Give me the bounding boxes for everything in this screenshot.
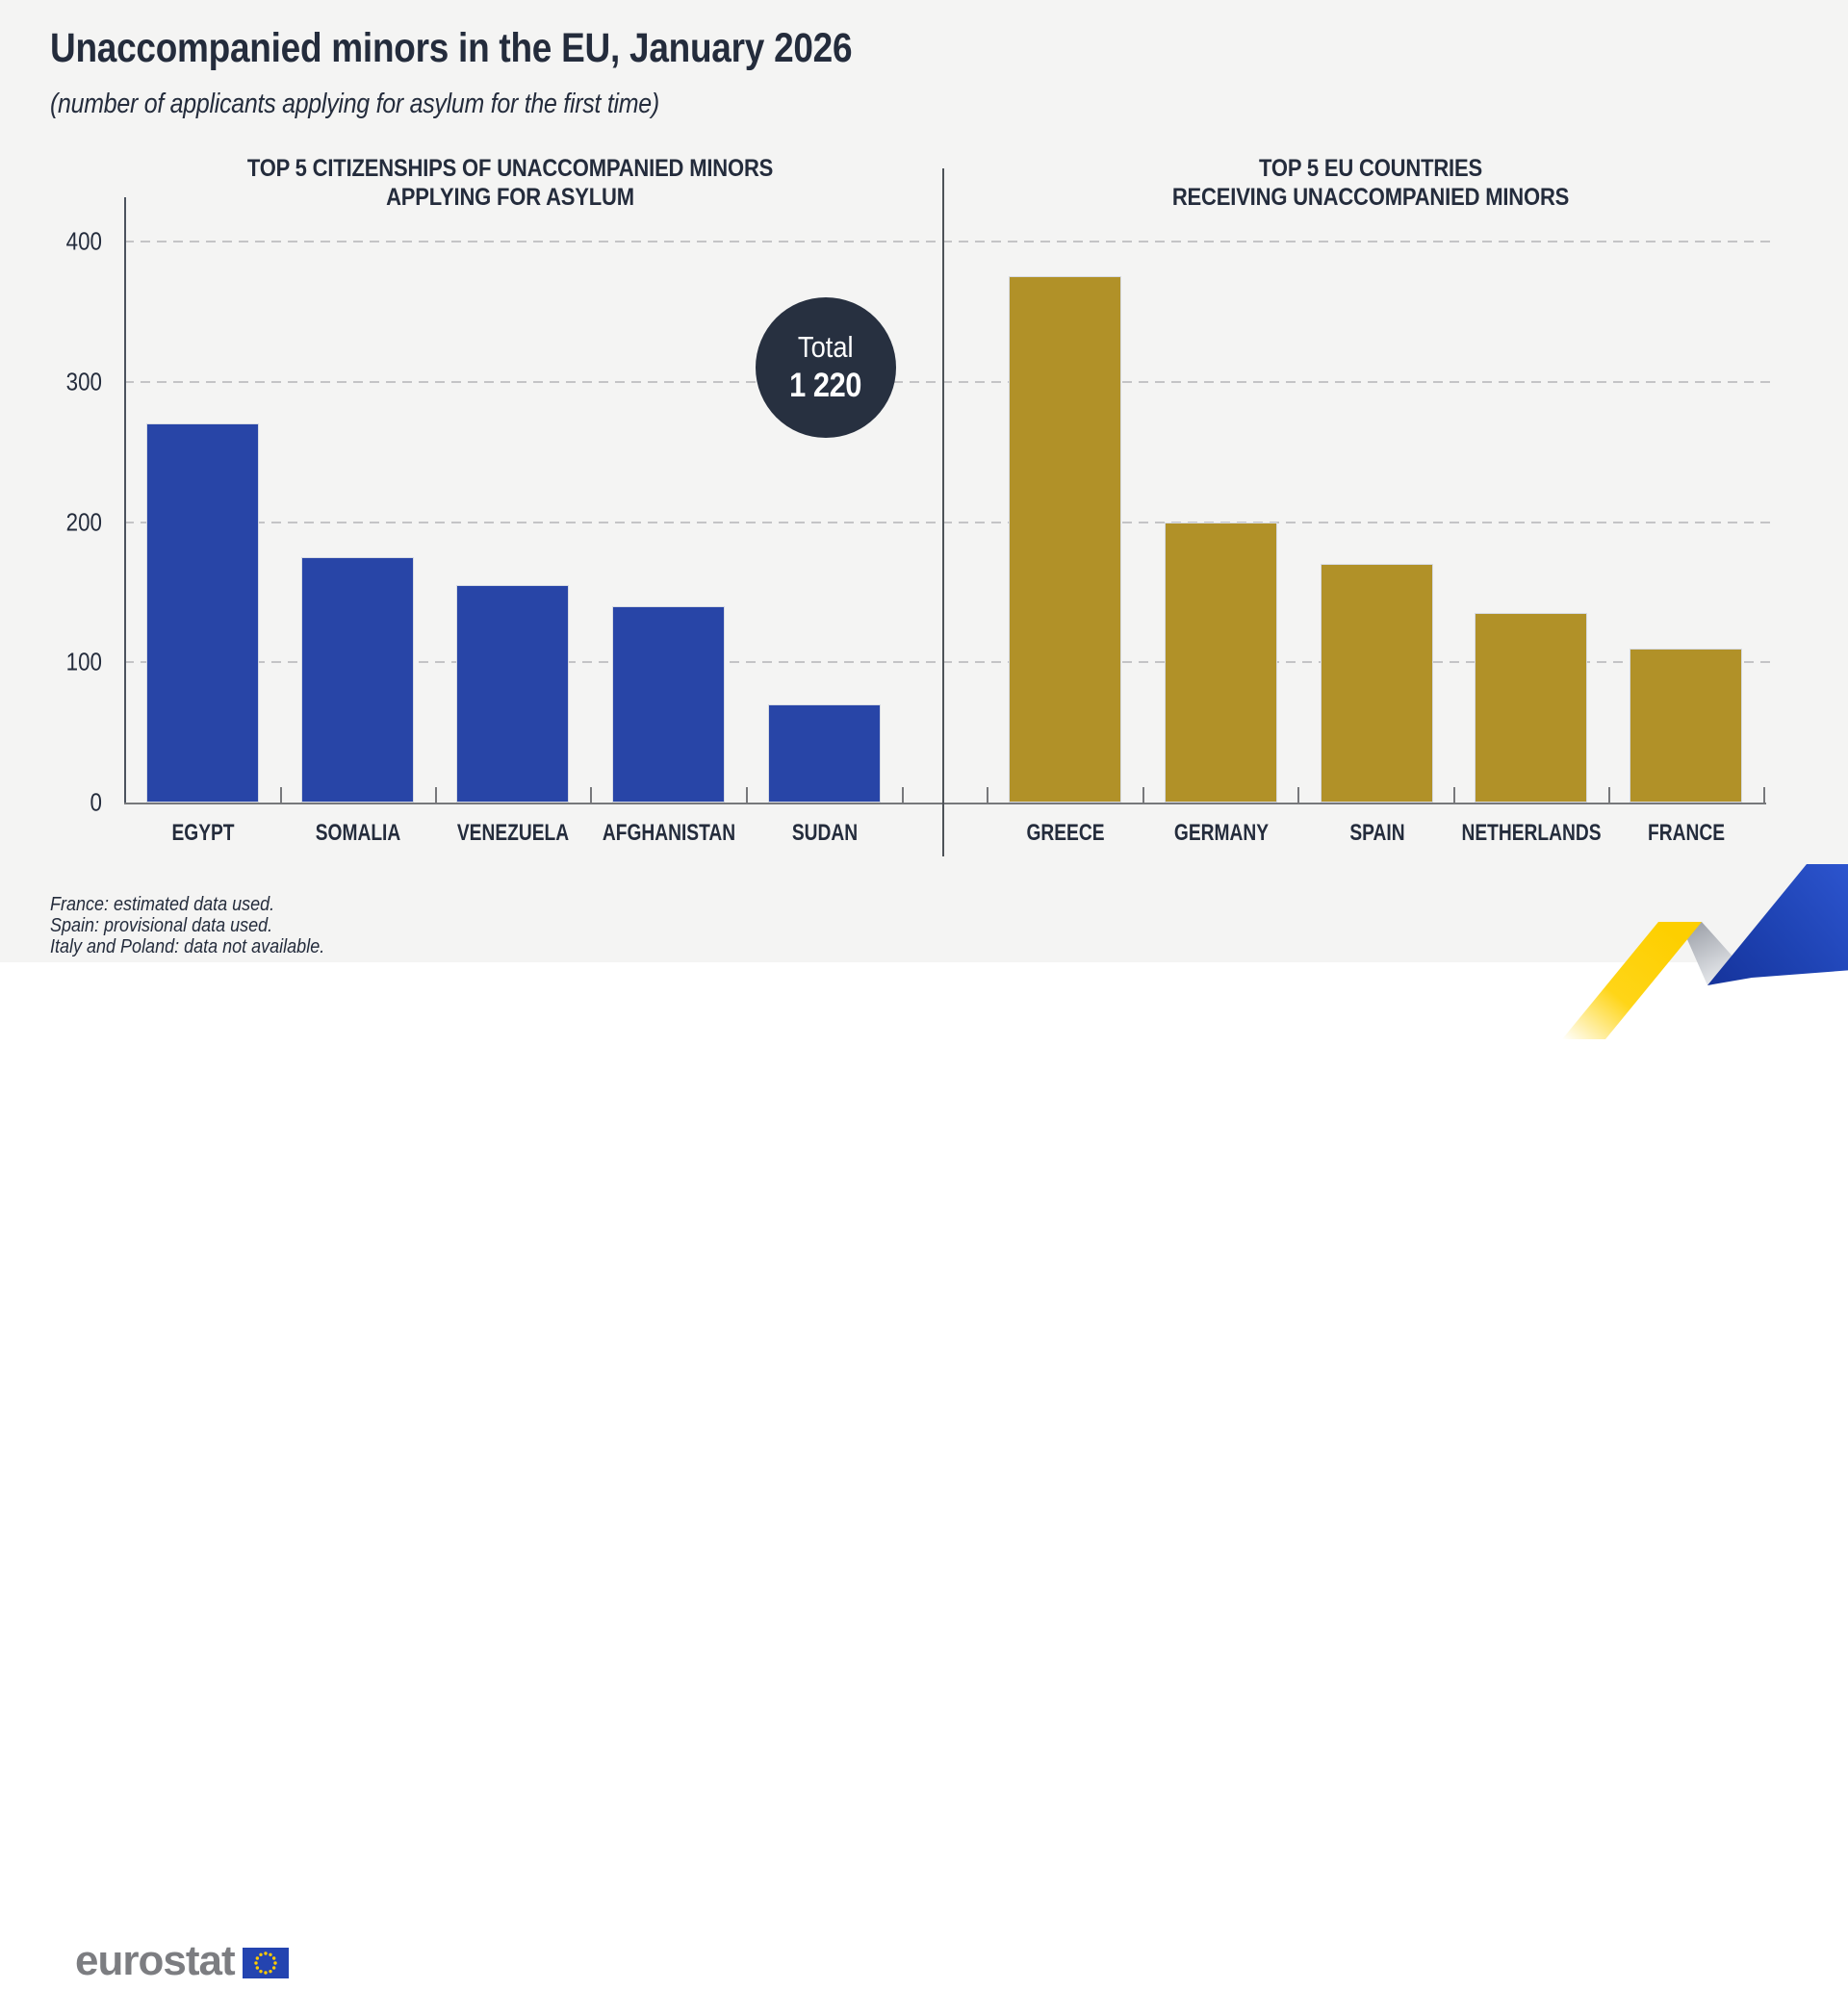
footnote-italy-poland: Italy and Poland: data not available. xyxy=(50,936,325,957)
total-badge-value: 1 220 xyxy=(789,367,862,404)
x-axis-label-venezuela: VENEZUELA xyxy=(456,820,569,846)
bar-netherlands xyxy=(1475,613,1587,803)
gridline-100 xyxy=(124,661,1776,664)
footnote-spain: Spain: provisional data used. xyxy=(50,915,273,936)
x-axis-tick xyxy=(746,787,748,803)
x-axis-label-afghanistan: AFGHANISTAN xyxy=(602,820,735,846)
x-axis-label-egypt: EGYPT xyxy=(170,820,235,846)
zigzag-ribbon-decoration xyxy=(1562,864,1848,1039)
footnote-france: France: estimated data used. xyxy=(50,894,275,915)
gridline-400 xyxy=(124,241,1776,242)
bar-afghanistan xyxy=(612,605,725,803)
eurostat-logo: eurostat xyxy=(75,1932,289,1990)
x-axis-label-netherlands: NETHERLANDS xyxy=(1460,820,1602,846)
page-subtitle: (number of applicants applying for asylu… xyxy=(50,89,659,119)
gridline-200 xyxy=(124,521,1776,523)
page-title: Unaccompanied minors in the EU, January … xyxy=(50,25,853,71)
left-chart-title-line2: APPLYING FOR ASYLUM xyxy=(386,184,634,211)
y-axis-line xyxy=(124,197,126,804)
right-chart-title-line2: RECEIVING UNACCOMPANIED MINORS xyxy=(1171,184,1570,211)
total-badge-label: Total xyxy=(798,330,854,364)
panel-divider-line xyxy=(942,168,944,856)
right-chart-title-line1: TOP 5 EU COUNTRIES xyxy=(1259,155,1482,182)
total-badge: Total 1 220 xyxy=(756,297,896,438)
x-axis-label-sudan: SUDAN xyxy=(791,820,858,846)
x-axis-tick xyxy=(590,787,592,803)
x-axis-tick xyxy=(435,787,437,803)
x-axis-line xyxy=(124,803,1766,804)
bar-france xyxy=(1630,648,1742,803)
bar-somalia xyxy=(301,556,414,803)
x-axis-label-somalia: SOMALIA xyxy=(315,820,400,846)
right-chart-title: TOP 5 EU COUNTRIES RECEIVING UNACCOMPANI… xyxy=(1032,154,1709,212)
bar-spain xyxy=(1321,564,1433,803)
bar-venezuela xyxy=(456,585,569,803)
eurostat-logo-text: eurostat xyxy=(75,1937,236,1984)
left-chart-title: TOP 5 CITIZENSHIPS OF UNACCOMPANIED MINO… xyxy=(171,154,849,212)
y-axis-label-300: 300 xyxy=(65,367,102,396)
x-axis-tick xyxy=(1297,787,1299,803)
x-axis-label-spain: SPAIN xyxy=(1348,820,1405,846)
footer-band: eurostat xyxy=(0,962,1848,1984)
left-chart-title-line1: TOP 5 CITIZENSHIPS OF UNACCOMPANIED MINO… xyxy=(246,155,774,182)
x-axis-tick xyxy=(902,787,904,803)
y-axis-label-400: 400 xyxy=(65,226,102,256)
x-axis-tick xyxy=(1763,787,1765,803)
x-axis-tick xyxy=(1142,787,1144,803)
bar-sudan xyxy=(768,703,881,803)
x-axis-tick xyxy=(987,787,988,803)
x-axis-label-greece: GREECE xyxy=(1025,820,1105,846)
footnotes: France: estimated data used. Spain: prov… xyxy=(50,894,355,957)
y-axis-label-200: 200 xyxy=(65,507,102,536)
x-axis-tick xyxy=(1453,787,1455,803)
x-axis-tick xyxy=(1608,787,1610,803)
y-axis-label-0: 0 xyxy=(90,787,102,817)
bar-egypt xyxy=(146,423,259,803)
bar-germany xyxy=(1165,522,1277,803)
y-axis-label-100: 100 xyxy=(65,647,102,676)
gridline-300 xyxy=(124,380,1776,383)
eu-flag-icon xyxy=(242,1948,289,1978)
x-axis-tick xyxy=(280,787,282,803)
bar-greece xyxy=(1009,276,1121,803)
x-axis-label-france: FRANCE xyxy=(1647,820,1725,846)
x-axis-label-germany: GERMANY xyxy=(1173,820,1269,846)
